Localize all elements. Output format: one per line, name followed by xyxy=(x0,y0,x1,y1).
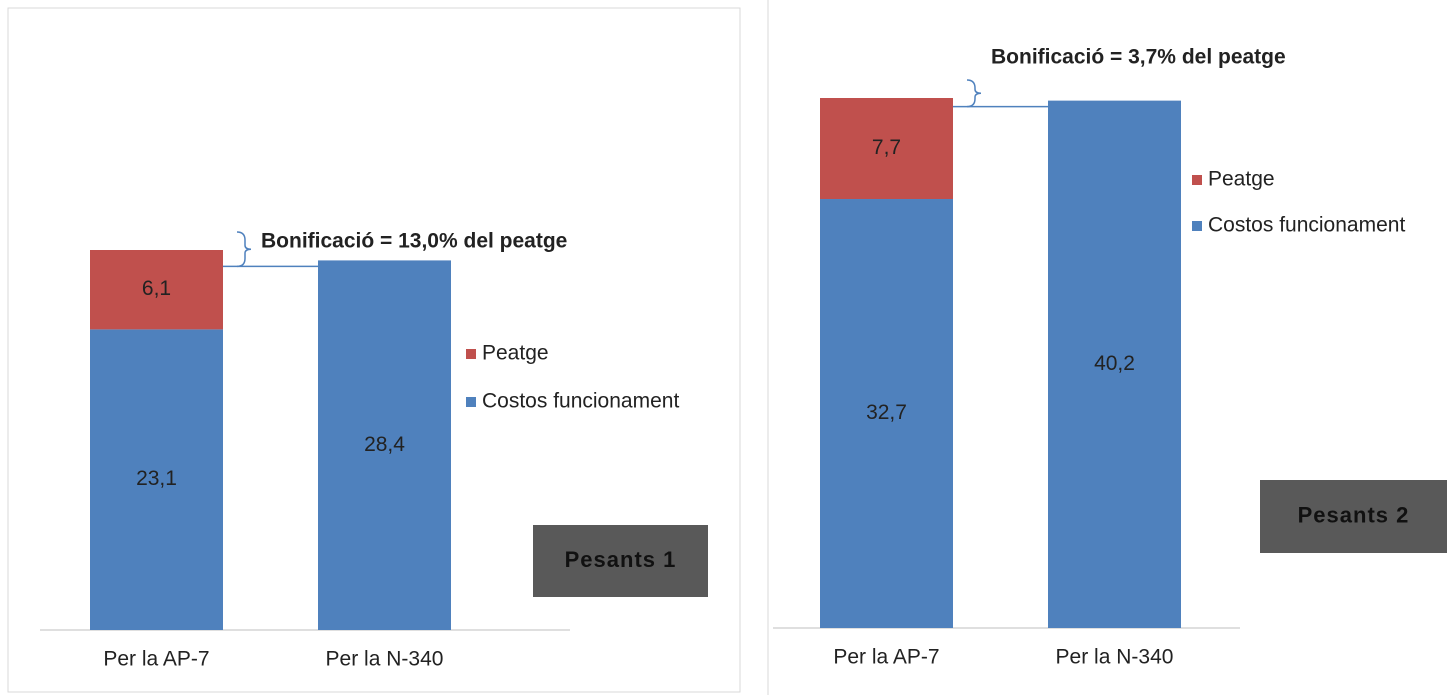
bar-segment xyxy=(820,98,953,200)
label-text: Pesants 2 xyxy=(1298,502,1410,527)
annotation: Bonificació = 13,0% del peatge xyxy=(261,230,567,253)
x-tick-label: Per la AP-7 xyxy=(103,648,209,671)
value-label: 28,4 xyxy=(364,433,405,456)
bar-segment xyxy=(318,260,451,630)
value-label: 6,1 xyxy=(142,277,171,300)
value-label: 7,7 xyxy=(872,136,901,159)
x-tick-label: Per la N-340 xyxy=(1056,646,1174,669)
bar-segment xyxy=(820,199,953,629)
legend-swatch xyxy=(466,397,476,407)
legend-swatch xyxy=(466,349,476,359)
bar-segment xyxy=(90,250,223,330)
legend-label: Peatge xyxy=(1208,168,1275,191)
value-label: 23,1 xyxy=(136,467,177,490)
x-tick-label: Per la N-340 xyxy=(326,648,444,671)
bar-segment xyxy=(90,329,223,630)
legend-label: Peatge xyxy=(482,342,549,365)
value-label: 32,7 xyxy=(866,401,907,424)
legend-label: Costos funcionament xyxy=(482,390,679,413)
annotation: Bonificació = 3,7% del peatge xyxy=(991,46,1286,69)
panel-border xyxy=(7,7,741,693)
value-label: 40,2 xyxy=(1094,352,1135,375)
bar-segment xyxy=(1048,100,1181,628)
annotation-bracket xyxy=(236,231,252,268)
label-box xyxy=(1260,480,1447,553)
label-text: Pesants 1 xyxy=(565,547,677,572)
annotation-bracket xyxy=(966,79,982,108)
legend-swatch xyxy=(1192,221,1202,231)
label-box xyxy=(533,525,708,597)
legend-swatch xyxy=(1192,175,1202,185)
x-tick-label: Per la AP-7 xyxy=(833,646,939,669)
legend-label: Costos funcionament xyxy=(1208,214,1405,237)
